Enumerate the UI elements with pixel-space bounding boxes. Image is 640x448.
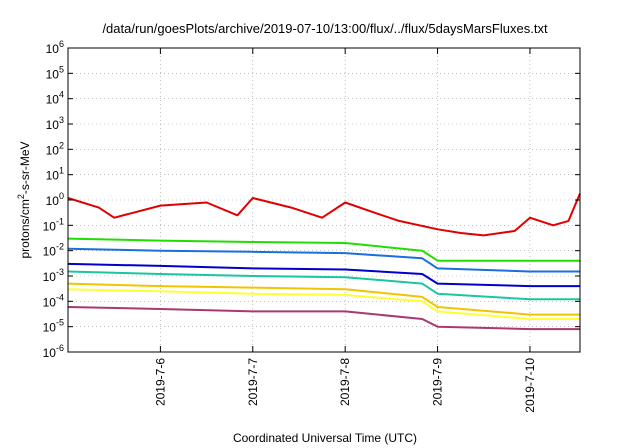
y-axis-label-sup: 2: [16, 194, 26, 199]
y-axis-label: protons/cm2-s-sr-MeV: [16, 141, 32, 258]
series-line-7: [67, 288, 580, 320]
series-line-8: [67, 306, 580, 331]
y-tick-label-base: 10: [46, 42, 60, 56]
y-axis: 10610510410310210110010-110-210-310-410-…: [43, 39, 580, 360]
x-axis-label: Coordinated Universal Time (UTC): [233, 431, 417, 445]
y-tick-label: 103: [46, 115, 64, 132]
x-axis: 2019-7-6 2019-7-7 2019-7-8 2019-7-9 2019-7-1…: [153, 48, 537, 413]
y-tick-label: 101: [46, 166, 64, 183]
y-tick-label-base: 10: [46, 93, 60, 107]
y-tick-label: 10-2: [43, 242, 64, 259]
series-line-5: [67, 270, 580, 301]
series-line-2: [67, 237, 580, 262]
y-tick-label-base: 10: [43, 245, 57, 259]
y-tick-label-exp: -5: [56, 318, 64, 328]
y-tick-label: 10-6: [43, 343, 64, 360]
y-tick-label-base: 10: [46, 118, 60, 132]
y-tick-label-base: 10: [43, 295, 57, 309]
series-line-3: [67, 247, 580, 273]
y-tick-label-exp: 6: [59, 39, 64, 49]
y-tick-label-exp: -1: [56, 216, 64, 226]
x-tick-label: 2019-7-9: [431, 358, 445, 406]
y-tick-label-base: 10: [43, 346, 57, 360]
y-tick-label-exp: -4: [56, 292, 64, 302]
y-axis-label-base: protons/cm: [18, 199, 32, 258]
y-tick-label-exp: 0: [59, 191, 64, 201]
y-tick-label-base: 10: [46, 67, 60, 81]
x-tick-label: 2019-7-6: [153, 358, 167, 406]
y-tick-label: 106: [46, 39, 64, 56]
y-tick-label: 10-5: [43, 318, 64, 335]
y-tick-label-base: 10: [46, 169, 60, 183]
x-tick-label: 2019-7-10: [523, 358, 537, 413]
y-tick-label-base: 10: [43, 321, 57, 335]
y-tick-label-base: 10: [43, 219, 57, 233]
x-tick-label: 2019-7-7: [246, 358, 260, 406]
series-line-4: [67, 262, 580, 288]
y-tick-label-exp: -6: [56, 343, 64, 353]
y-tick-label-exp: -2: [56, 242, 64, 252]
x-tick-label: 2019-7-8: [338, 358, 352, 406]
grid: [68, 48, 580, 352]
series-line-6: [67, 282, 580, 316]
y-tick-label-exp: 2: [59, 140, 64, 150]
y-tick-label: 10-1: [43, 216, 64, 233]
series-line-1: [67, 193, 581, 237]
y-tick-label: 105: [46, 64, 64, 81]
y-tick-label: 10-3: [43, 267, 64, 284]
y-tick-label-exp: 3: [59, 115, 64, 125]
series-layer: [67, 193, 581, 331]
y-tick-label-exp: -3: [56, 267, 64, 277]
chart-title: /data/run/goesPlots/archive/2019-07-10/1…: [102, 21, 548, 36]
y-tick-label-exp: 5: [59, 64, 64, 74]
y-tick-label-base: 10: [46, 194, 60, 208]
y-tick-label: 104: [46, 90, 64, 107]
y-tick-label-base: 10: [43, 270, 57, 284]
y-tick-label: 100: [46, 191, 64, 208]
y-tick-label: 102: [46, 140, 64, 157]
y-tick-label-exp: 1: [59, 166, 64, 176]
y-tick-label: 10-4: [43, 292, 64, 309]
y-tick-label-exp: 4: [59, 90, 64, 100]
y-tick-label-base: 10: [46, 143, 60, 157]
y-axis-label-rest: -s-sr-MeV: [18, 141, 32, 194]
